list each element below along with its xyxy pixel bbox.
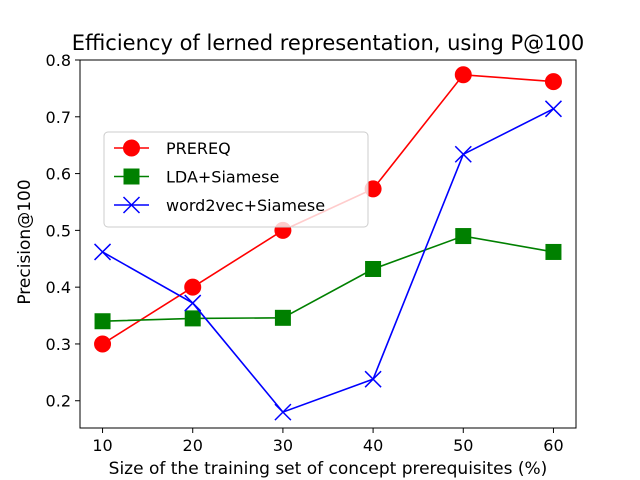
y-tick-label: 0.4: [46, 278, 71, 297]
y-axis-label: Precision@100: [15, 179, 35, 304]
legend-marker-1: [123, 139, 140, 157]
y-tick-label: 0.2: [46, 392, 71, 411]
data-point-3-4: [364, 370, 382, 388]
data-point-3-1: [94, 243, 112, 261]
data-point-2-4: [365, 260, 382, 277]
data-point-2-5: [455, 228, 472, 245]
data-point-1-5: [454, 66, 472, 84]
legend-marker-3: [122, 196, 141, 214]
legend-marker-2: [123, 168, 140, 185]
plot-frame: [79, 59, 577, 429]
series-line-3: [102, 108, 554, 414]
data-point-2-2: [184, 310, 201, 327]
legend: PREREQ LDA+Siamese word2vec+Siamese: [103, 131, 369, 228]
x-axis-label: Size of the training set of concept prer…: [109, 459, 548, 479]
data-point-3-2: [184, 294, 202, 312]
legend-box: [103, 131, 369, 228]
data-point-2-6: [545, 243, 562, 260]
x-tick-label: 50: [453, 436, 473, 455]
y-tick-label: 0.5: [46, 221, 71, 240]
data-point-3-5: [454, 145, 472, 163]
y-tick-label: 0.3: [46, 335, 71, 354]
data-point-1-1: [94, 335, 112, 353]
x-tick-label: 20: [183, 436, 203, 455]
data-point-3-3: [274, 403, 292, 421]
data-point-1-6: [544, 73, 562, 91]
y-tick-label: 0.7: [46, 108, 71, 127]
x-tick-label: 30: [273, 436, 293, 455]
data-point-1-2: [184, 278, 202, 296]
y-tick-label: 0.6: [46, 165, 71, 184]
y-tick-label: 0.8: [46, 51, 71, 70]
x-tick-label: 10: [92, 436, 112, 455]
data-point-2-3: [274, 309, 291, 326]
legend-label-3: word2vec+Siamese: [166, 196, 325, 215]
data-point-3-6: [544, 100, 562, 118]
data-point-2-1: [94, 313, 111, 330]
legend-label-2: LDA+Siamese: [166, 168, 279, 187]
legend-label-1: PREREQ: [166, 139, 231, 158]
x-tick-label: 40: [363, 436, 383, 455]
x-tick-label: 60: [543, 436, 563, 455]
series-line-2: [102, 235, 554, 323]
plot-area: 10 20 30 40 50 60 0.2 0.3 0.4 0.5 0.6 0.7 0.8: [46, 51, 577, 455]
chart-title: Efficiency of lerned representation, usi…: [72, 31, 585, 55]
